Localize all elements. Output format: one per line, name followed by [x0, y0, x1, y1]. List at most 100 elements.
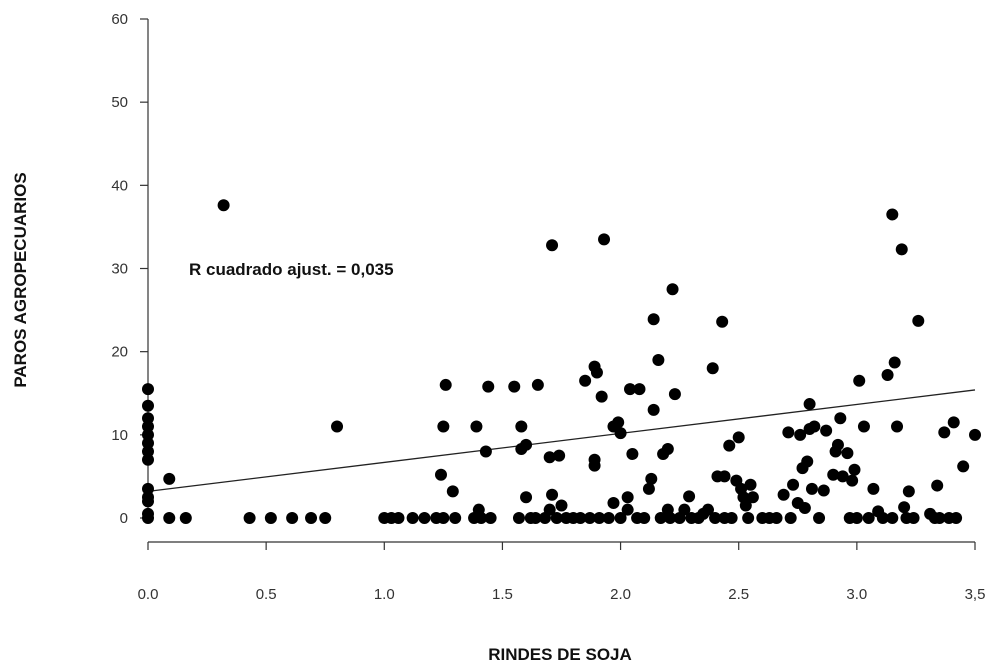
data-point: [784, 512, 797, 524]
data-point: [817, 484, 830, 497]
data-point: [787, 478, 800, 491]
data-point: [645, 472, 658, 485]
data-point: [449, 512, 462, 524]
x-tick-label: 2.5: [728, 586, 749, 603]
x-tick-label: 1.5: [492, 586, 513, 603]
data-point: [846, 474, 859, 487]
data-point: [553, 449, 566, 462]
data-point: [555, 499, 568, 512]
data-point: [886, 208, 899, 221]
data-point: [725, 512, 738, 524]
x-axis-title: RINDES DE SOJA: [488, 645, 632, 663]
data-point: [142, 412, 154, 425]
data-point: [286, 512, 299, 524]
data-point: [142, 383, 154, 396]
data-point: [947, 416, 960, 429]
data-point: [583, 512, 596, 524]
data-point: [508, 380, 521, 393]
data-point: [841, 447, 854, 460]
data-point: [446, 485, 459, 498]
data-point: [746, 491, 759, 504]
data-point: [475, 512, 488, 524]
data-point: [827, 468, 840, 481]
data-point: [531, 378, 544, 391]
data-point: [633, 383, 646, 396]
data-point: [642, 482, 655, 495]
data-point: [969, 428, 981, 441]
data-point: [732, 431, 745, 444]
data-point: [716, 315, 729, 328]
data-point: [529, 512, 542, 524]
data-point: [718, 470, 731, 483]
data-point: [602, 512, 615, 524]
data-point: [142, 453, 154, 466]
data-point: [739, 499, 752, 512]
data-point: [907, 512, 920, 524]
data-point: [888, 356, 901, 369]
data-point: [886, 512, 899, 524]
data-point: [142, 399, 154, 412]
data-point: [661, 442, 674, 455]
data-point: [437, 512, 450, 524]
data-point: [512, 512, 525, 524]
y-ticks: 0 10 20 30 40 50 60: [111, 11, 148, 527]
data-point: [931, 479, 944, 492]
data-point: [853, 374, 866, 387]
data-point: [950, 512, 963, 524]
r-squared-annotation: R cuadrado ajust. = 0,035: [189, 260, 394, 279]
data-point: [805, 482, 818, 495]
y-tick-label: 0: [120, 510, 128, 527]
data-point: [142, 420, 154, 433]
data-point: [798, 502, 811, 515]
data-point: [902, 485, 915, 498]
data-point: [392, 512, 405, 524]
data-point: [243, 512, 256, 524]
data-point: [668, 388, 681, 401]
data-point: [624, 383, 637, 396]
data-point: [546, 488, 559, 501]
data-point: [834, 412, 847, 425]
data-point: [678, 503, 691, 516]
data-point: [938, 426, 951, 439]
data-point: [614, 512, 627, 524]
data-point: [867, 482, 880, 495]
data-point: [850, 512, 863, 524]
regression-line: [147, 389, 976, 493]
data-point: [836, 470, 849, 483]
x-tick-label: 0.5: [256, 586, 277, 603]
x-ticks: 0.0 0.5 1.0 1.5 2.0 2.5 3.0 3,5: [138, 542, 986, 603]
data-point: [579, 374, 592, 387]
data-point: [590, 366, 603, 379]
data-point: [515, 420, 528, 433]
data-point: [820, 424, 833, 437]
data-point: [418, 512, 431, 524]
data-point: [706, 362, 719, 375]
data-point: [794, 428, 807, 441]
data-point: [543, 503, 556, 516]
data-point: [217, 199, 230, 212]
data-point: [664, 512, 677, 524]
y-tick-label: 40: [111, 177, 128, 194]
data-point: [647, 313, 660, 326]
data-point: [546, 239, 559, 252]
data-point: [652, 353, 665, 366]
data-point: [638, 512, 651, 524]
data-point: [142, 495, 154, 508]
data-point: [142, 445, 154, 458]
data-point: [803, 398, 816, 411]
data-point: [621, 491, 634, 504]
data-point: [891, 420, 904, 433]
data-point: [319, 512, 332, 524]
data-point: [434, 468, 447, 481]
x-tick-label: 2.0: [610, 586, 631, 603]
x-tick-label: 3,5: [965, 586, 986, 603]
data-point: [709, 512, 722, 524]
data-point: [598, 233, 611, 246]
y-axis-title: PAROS AGROPECUARIOS: [11, 172, 30, 387]
data-point: [470, 420, 483, 433]
data-point: [898, 501, 911, 514]
data-point: [782, 426, 795, 439]
data-point: [957, 460, 970, 473]
data-point: [520, 438, 533, 451]
data-point: [595, 390, 608, 403]
